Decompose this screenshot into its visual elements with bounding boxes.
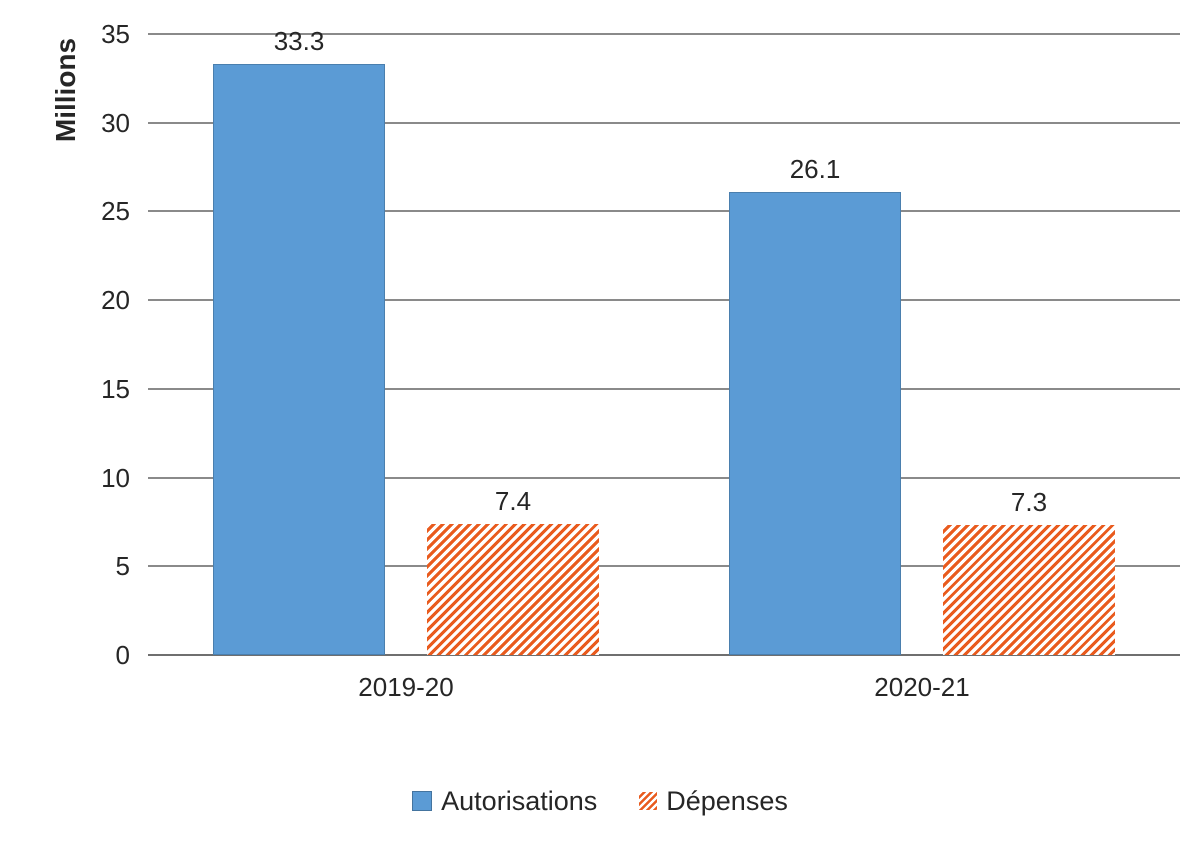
- legend-swatch-autorisations: [412, 791, 433, 811]
- y-tick-label: 0: [115, 640, 130, 670]
- bar-autorisations-2019-20: [213, 64, 385, 655]
- y-tick-label: 25: [101, 196, 130, 227]
- legend-label-depenses: Dépenses: [666, 785, 788, 816]
- y-tick-label: 30: [101, 107, 130, 138]
- bar-autorisations-2020-21: [729, 191, 901, 655]
- gridline: [148, 33, 1180, 35]
- legend-swatch-depenses-hatch-icon: [639, 792, 658, 810]
- x-category-label-2020-21: 2020-21: [874, 672, 970, 702]
- value-label-depenses-2019-20: 7.4: [494, 485, 532, 516]
- legend-item-autorisations: Autorisations: [412, 786, 597, 817]
- y-tick-label: 5: [115, 551, 130, 582]
- gridline: [148, 387, 1180, 390]
- value-label-autorisations-2020-21: 26.1: [789, 153, 841, 184]
- gridline: [148, 476, 1180, 479]
- legend: Autorisations Dépenses: [0, 783, 1200, 819]
- y-tick-label: 35: [101, 19, 130, 49]
- bar-depenses-2019-20: [427, 523, 599, 655]
- legend-label-autorisations: Autorisations: [441, 785, 598, 816]
- bar-depenses-2020-21: [943, 525, 1115, 655]
- gridline: [148, 565, 1180, 568]
- x-axis-line: [148, 654, 1180, 656]
- y-tick-label: 20: [101, 285, 130, 316]
- value-label-depenses-2020-21: 7.3: [1010, 487, 1048, 518]
- value-label-autorisations-2019-20: 33.3: [273, 26, 325, 57]
- gridline: [148, 299, 1180, 302]
- x-category-label-2019-20: 2019-20: [358, 672, 454, 702]
- legend-item-depenses: Dépenses: [639, 786, 788, 817]
- gridline: [148, 210, 1180, 213]
- gridline: [148, 121, 1180, 124]
- y-tick-label: 15: [101, 373, 130, 404]
- y-tick-label: 10: [101, 462, 130, 493]
